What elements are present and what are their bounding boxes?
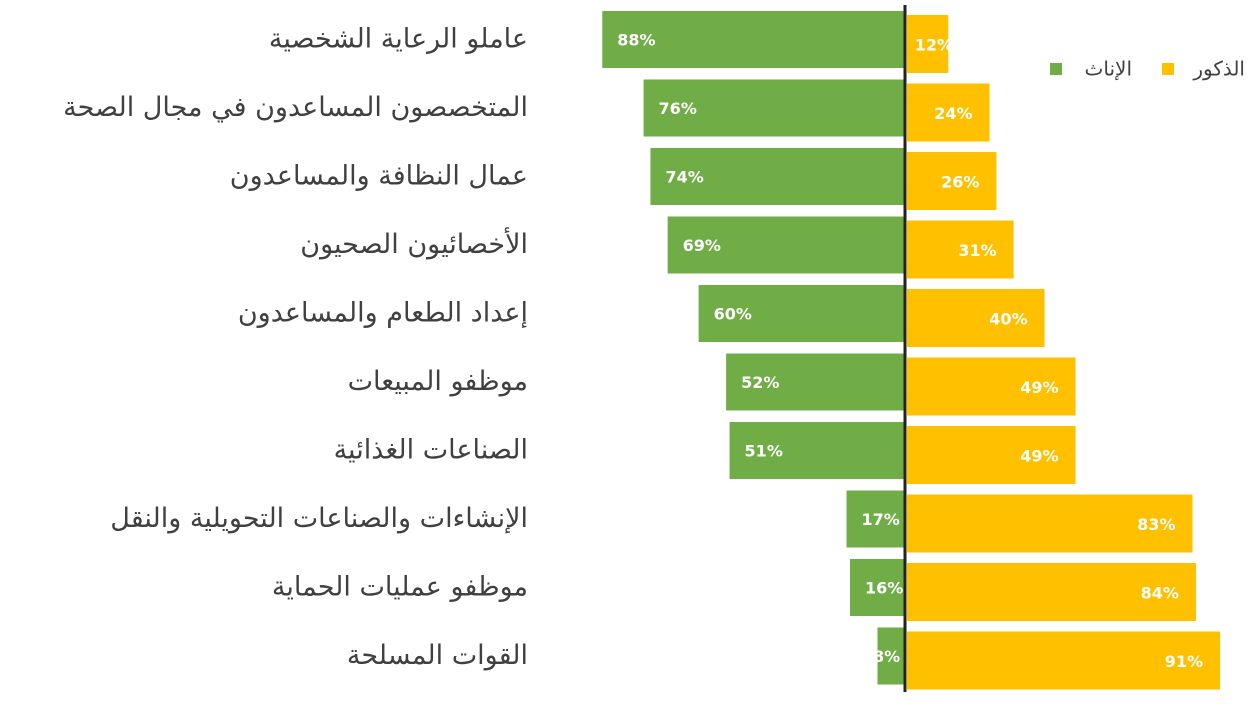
bar <box>907 220 1014 279</box>
bar <box>907 83 990 142</box>
bar <box>907 563 1196 621</box>
value-label: 17% <box>862 510 900 529</box>
value-label: 51% <box>745 442 783 461</box>
category-label: الأخصائيون الصحيون <box>300 226 528 260</box>
value-label: 49% <box>1020 447 1058 466</box>
category-label: الإنشاءات والصناعات التحويلية والنقل <box>110 503 528 534</box>
bar <box>907 15 949 73</box>
bar <box>849 559 905 616</box>
value-label: 74% <box>665 168 703 187</box>
value-label: 49% <box>1020 378 1058 397</box>
bar <box>907 152 997 210</box>
legend-swatch <box>1162 63 1174 75</box>
bar <box>907 631 1221 690</box>
bar <box>602 11 905 68</box>
value-label: 8% <box>873 647 900 666</box>
category-label: موظفو المبيعات <box>348 366 528 397</box>
category-label: موظفو عمليات الحماية <box>272 572 528 603</box>
value-label: 84% <box>1141 584 1179 603</box>
category-label: القوات المسلحة <box>347 640 528 671</box>
bar <box>907 426 1076 484</box>
category-label: إعداد الطعام والمساعدون <box>238 298 528 329</box>
bar <box>650 148 905 205</box>
bar <box>729 422 905 479</box>
bar <box>907 289 1045 347</box>
value-label: 91% <box>1165 652 1203 671</box>
bar <box>907 494 1193 553</box>
value-label: 60% <box>714 305 752 324</box>
value-label: 24% <box>934 104 972 123</box>
category-label: الصناعات الغذائية <box>334 435 528 466</box>
value-label: 69% <box>683 236 721 255</box>
bar <box>726 353 905 411</box>
category-label: عاملو الرعاية الشخصية <box>269 24 528 55</box>
value-label: 12% <box>915 36 953 55</box>
bar <box>907 357 1076 416</box>
legend-swatch <box>1050 63 1062 75</box>
value-label: 76% <box>659 99 697 118</box>
legend-label: الذكور <box>1192 57 1245 81</box>
value-label: 16% <box>865 579 903 598</box>
bar <box>846 490 905 548</box>
bar <box>877 627 905 685</box>
value-label: 40% <box>989 310 1027 329</box>
category-label: المتخصصون المساعدون في مجال الصحة <box>63 92 528 123</box>
bar <box>667 216 905 274</box>
bar <box>698 285 905 342</box>
value-label: 83% <box>1137 515 1175 534</box>
value-label: 52% <box>741 373 779 392</box>
legend-label: الإناث <box>1085 57 1132 81</box>
value-label: 31% <box>958 241 996 260</box>
value-label: 26% <box>941 173 979 192</box>
bar <box>643 79 905 137</box>
category-label: عمال النظافة والمساعدون <box>230 161 528 192</box>
value-label: 88% <box>617 31 655 50</box>
